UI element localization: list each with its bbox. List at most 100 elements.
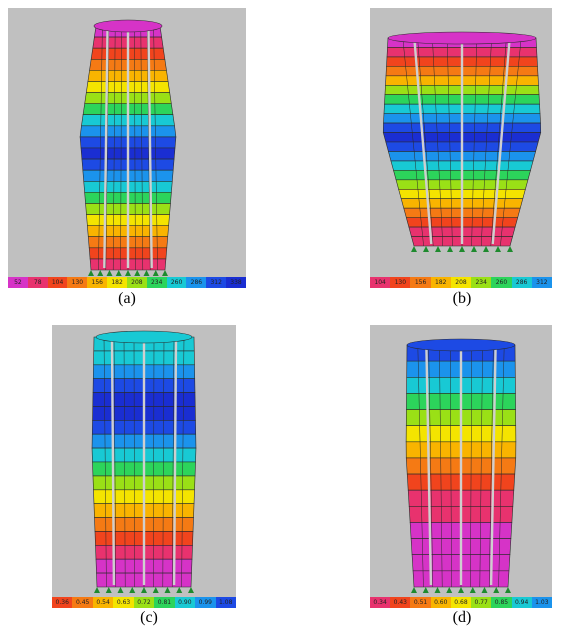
legend-tick-label: 104 xyxy=(51,279,64,286)
support-marker xyxy=(422,587,429,593)
legend-tick-label: 156 xyxy=(414,279,427,286)
mesh-line xyxy=(488,344,494,588)
legend-tick-label: 0.68 xyxy=(454,599,468,606)
caption-c: (c) xyxy=(140,609,158,626)
mesh-line xyxy=(103,336,107,588)
legend-tick-label: 234 xyxy=(475,279,487,286)
legend-swatch: 182 xyxy=(430,277,451,288)
support-marker xyxy=(105,587,112,593)
mesh-line xyxy=(98,25,103,271)
support-marker xyxy=(411,587,417,593)
legend-tick-label: 260 xyxy=(495,279,508,286)
support-marker xyxy=(446,587,453,593)
support-marker xyxy=(94,587,100,593)
legend-tick-label: 104 xyxy=(374,279,386,286)
tower-slit xyxy=(110,340,116,586)
mesh-line xyxy=(498,344,505,588)
legend-swatch: 52 xyxy=(8,277,28,288)
legend-tick-label: 0.72 xyxy=(137,599,151,606)
mesh-line xyxy=(153,336,155,588)
legend-tick-label: 0.81 xyxy=(157,599,172,606)
legend-tick-label: 208 xyxy=(131,279,143,286)
tower-slit xyxy=(491,41,511,245)
legend-tick-label: 286 xyxy=(190,279,203,286)
mesh-line xyxy=(133,336,135,588)
legend-swatch: 0.77 xyxy=(471,597,492,608)
legend-tick-label: 286 xyxy=(515,279,528,286)
tower-figure-c xyxy=(91,330,197,593)
tower-slit xyxy=(413,41,433,245)
support-marker xyxy=(117,587,124,593)
mesh-line xyxy=(417,37,434,247)
caption-d: (d) xyxy=(452,609,472,626)
panel-c: 0.36 0.45 0.54 0.63 0.72 0.81 0.90 0.99 1.08 xyxy=(52,325,236,608)
mesh-line xyxy=(120,25,122,271)
color-legend-b: 104 130 156 182 208 234 260 286 312 xyxy=(370,277,552,288)
legend-tick-label: 182 xyxy=(111,279,123,286)
legend-swatch: 312 xyxy=(206,277,227,288)
legend-tick-label: 0.85 xyxy=(494,599,509,606)
legend-swatch: 0.85 xyxy=(491,597,512,608)
legend-tick-label: 234 xyxy=(150,279,163,286)
legend-tick-label: 0.45 xyxy=(75,599,90,606)
mesh-line xyxy=(146,25,151,271)
legend-swatch: 0.60 xyxy=(430,597,451,608)
support-marker xyxy=(471,246,477,252)
legend-swatch: 0.81 xyxy=(154,597,175,608)
color-legend-d: 0.34 0.43 0.51 0.60 0.68 0.77 0.85 0.94 1.03 xyxy=(370,597,552,608)
legend-swatch: 0.51 xyxy=(410,597,431,608)
mesh-line xyxy=(490,37,507,247)
support-marker xyxy=(505,587,511,593)
legend-tick-label: 208 xyxy=(455,279,467,286)
support-marker xyxy=(447,246,453,252)
mesh-line xyxy=(428,344,434,588)
support-marker xyxy=(176,587,183,593)
support-marker xyxy=(411,246,417,252)
color-legend-c: 0.36 0.45 0.54 0.63 0.72 0.81 0.90 0.99 1.08 xyxy=(52,597,236,608)
tower-slit xyxy=(425,348,433,586)
legend-swatch: 1.08 xyxy=(215,597,236,608)
legend-tick-label: 156 xyxy=(91,279,103,286)
mesh-line xyxy=(470,344,473,588)
support-marker xyxy=(435,246,441,252)
support-marker xyxy=(152,587,159,593)
support-marker xyxy=(106,270,113,276)
mesh-line xyxy=(446,37,453,247)
legend-swatch: 208 xyxy=(126,277,147,288)
legend-tick-label: 0.51 xyxy=(413,599,428,606)
legend-swatch: 234 xyxy=(471,277,492,288)
mesh-line xyxy=(140,25,144,271)
caption-a: (a) xyxy=(118,290,136,307)
mesh-line xyxy=(500,37,522,247)
support-marker xyxy=(88,270,94,276)
legend-tick-label: 78 xyxy=(33,279,42,286)
legend-swatch: 312 xyxy=(531,277,552,288)
legend-tick-label: 338 xyxy=(230,279,242,286)
legend-swatch: 286 xyxy=(186,277,207,288)
tower-slit xyxy=(147,29,153,269)
color-legend-a: 52 78 104 130 156 182 208 234 260 286 312 338 xyxy=(8,277,246,288)
legend-swatch: 0.72 xyxy=(133,597,155,608)
support-marker xyxy=(188,587,194,593)
legend-tick-label: 1.08 xyxy=(219,599,233,606)
panel-b: 104 130 156 182 208 234 260 286 312 xyxy=(370,8,552,288)
support-marker xyxy=(143,270,150,276)
support-marker xyxy=(481,587,488,593)
mesh-line xyxy=(181,336,185,588)
support-marker xyxy=(129,587,136,593)
legend-tick-label: 312 xyxy=(536,279,548,286)
legend-swatch: 130 xyxy=(390,277,411,288)
support-marker xyxy=(458,587,464,593)
legend-swatch: 0.63 xyxy=(113,597,134,608)
legend-tick-label: 0.60 xyxy=(434,599,448,606)
legend-swatch: 286 xyxy=(511,277,532,288)
legend-tick-label: 0.54 xyxy=(96,599,110,606)
tower-figure-d xyxy=(405,338,517,593)
mesh-line xyxy=(449,344,452,588)
mesh-line xyxy=(105,25,110,271)
tower-top-cap xyxy=(93,19,163,33)
legend-swatch: 0.90 xyxy=(174,597,196,608)
legend-tick-label: 130 xyxy=(71,279,84,286)
legend-tick-label: 312 xyxy=(210,279,222,286)
legend-swatch: 130 xyxy=(67,277,88,288)
